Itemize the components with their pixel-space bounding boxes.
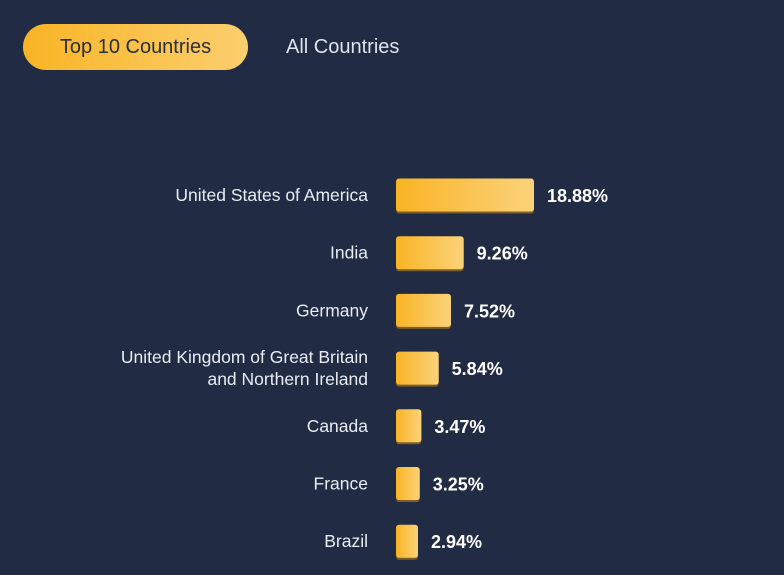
bar[interactable] bbox=[396, 178, 534, 212]
tab-top-10-countries[interactable]: Top 10 Countries bbox=[23, 24, 248, 70]
country-label: United States of America bbox=[175, 185, 368, 205]
bar[interactable] bbox=[396, 236, 464, 270]
country-label: United Kingdom of Great Britain bbox=[121, 347, 368, 367]
value-label: 18.88% bbox=[547, 186, 608, 206]
bar-row: France 3.25% bbox=[314, 467, 484, 502]
tab-all-countries[interactable]: All Countries bbox=[286, 35, 400, 58]
value-label: 5.84% bbox=[452, 359, 503, 379]
bars-layer: United States of America 18.88% India 9.26%… bbox=[121, 178, 608, 560]
bar[interactable] bbox=[396, 293, 451, 327]
country-label: India bbox=[330, 243, 368, 263]
bar[interactable] bbox=[396, 351, 439, 385]
country-label: Germany bbox=[296, 300, 368, 320]
bar-row: Germany 7.52% bbox=[296, 293, 515, 329]
bar[interactable] bbox=[396, 524, 418, 558]
country-label: France bbox=[314, 474, 368, 494]
country-label: Canada bbox=[307, 416, 369, 436]
bar-row: India 9.26% bbox=[330, 236, 528, 272]
country-label: and Northern Ireland bbox=[207, 369, 368, 389]
bar[interactable] bbox=[396, 467, 420, 500]
bar-row: Brazil 2.94% bbox=[324, 524, 482, 560]
bar-row: United States of America 18.88% bbox=[175, 178, 608, 214]
value-label: 3.25% bbox=[433, 475, 484, 495]
value-label: 7.52% bbox=[464, 301, 515, 321]
value-label: 2.94% bbox=[431, 532, 482, 552]
bar-row: Canada 3.47% bbox=[307, 409, 485, 445]
bar[interactable] bbox=[396, 409, 422, 443]
value-label: 9.26% bbox=[477, 244, 528, 264]
tab-bar: Top 10 Countries All Countries bbox=[23, 24, 399, 70]
value-label: 3.47% bbox=[434, 417, 485, 437]
country-label: Brazil bbox=[324, 531, 368, 551]
